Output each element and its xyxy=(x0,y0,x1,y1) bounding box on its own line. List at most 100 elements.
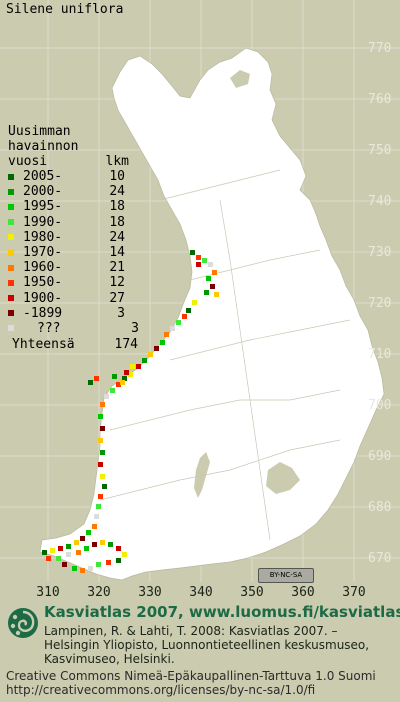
legend-total-count: 174 xyxy=(114,337,138,353)
observation-square xyxy=(204,290,209,295)
region-boundaries xyxy=(99,169,351,541)
footer-license: Creative Commons Nimeä-Epäkaupallinen-Ta… xyxy=(6,669,376,697)
observation-square xyxy=(98,438,103,443)
kasviatlas-logo-icon xyxy=(8,608,38,638)
legend-heading-line2: havainnon xyxy=(8,139,79,154)
legend-count: 10 xyxy=(109,169,125,185)
legend-rows: 2005- 10 2000- 24 1995- 18 1990- 18 1980- 24 1970-… xyxy=(8,169,139,336)
observation-square xyxy=(72,566,77,571)
legend-total: Yhteensä 174 xyxy=(8,337,139,353)
legend-period: 1995- xyxy=(23,199,63,215)
observation-square xyxy=(192,300,197,305)
x-axis-label: 320 xyxy=(87,585,110,600)
footer-reference: Lampinen, R. & Lahti, T. 2008: Kasviatla… xyxy=(44,624,370,666)
legend-count: 3 xyxy=(131,320,139,336)
legend-period: 1990- xyxy=(23,214,63,230)
license-line-2[interactable]: http://creativecommons.org/licenses/by-n… xyxy=(6,683,316,697)
legend-period: 1950- xyxy=(23,275,63,291)
observation-square xyxy=(62,562,67,567)
observation-square xyxy=(96,562,101,567)
legend-swatch xyxy=(8,234,14,241)
y-axis-label: 730 xyxy=(368,245,391,260)
species-name: Silene uniflora xyxy=(6,2,124,17)
legend-count: 14 xyxy=(109,245,125,261)
legend-row: 1960- 21 xyxy=(8,260,139,275)
observation-square xyxy=(196,255,201,260)
observation-square xyxy=(42,550,47,555)
observation-square xyxy=(214,292,219,297)
observation-square xyxy=(94,376,99,381)
y-axis-label: 690 xyxy=(368,449,391,464)
legend-total-label: Yhteensä xyxy=(12,337,75,353)
observation-square xyxy=(122,552,127,557)
legend-period: -1899 xyxy=(23,305,63,321)
cc-badge[interactable]: BY-NC-SA xyxy=(258,568,314,583)
observation-square xyxy=(66,544,71,549)
legend-swatch xyxy=(8,249,14,256)
legend-row: -1899 3 xyxy=(8,306,139,321)
legend-row: 1980- 24 xyxy=(8,230,139,245)
observation-square xyxy=(120,380,125,385)
legend-swatch xyxy=(8,325,14,332)
observation-square xyxy=(98,414,103,419)
legend-row: ??? 3 xyxy=(8,321,139,336)
lake-saimaa xyxy=(266,462,300,494)
footer-title[interactable]: Kasviatlas 2007, www.luomus.fi/kasviatla… xyxy=(44,603,400,621)
observation-square xyxy=(190,250,195,255)
legend-period: 1980- xyxy=(23,229,63,245)
y-axis-label: 710 xyxy=(368,347,391,362)
x-axis-label: 360 xyxy=(291,585,314,600)
observation-square xyxy=(136,364,141,369)
map-frame: 770 760 750 740 730 720 710 700 690 680 670 310 320… xyxy=(0,0,400,600)
legend-row: 1950- 12 xyxy=(8,275,139,290)
observation-square xyxy=(154,346,159,351)
observation-dots xyxy=(42,250,219,573)
observation-square xyxy=(186,308,191,313)
legend-swatch xyxy=(8,219,14,226)
observation-square xyxy=(122,376,127,381)
legend-swatch xyxy=(8,203,14,210)
observation-square xyxy=(116,382,121,387)
legend-count: 3 xyxy=(117,305,125,321)
x-axis-label: 350 xyxy=(240,585,263,600)
legend-count: 24 xyxy=(109,184,125,200)
legend-period: ??? xyxy=(37,320,61,336)
legend-swatch xyxy=(8,264,14,271)
observation-square xyxy=(56,556,61,561)
observation-square xyxy=(94,514,99,519)
legend-row: 2005- 10 xyxy=(8,169,139,184)
observation-square xyxy=(206,276,211,281)
observation-square xyxy=(124,370,129,375)
observation-square xyxy=(148,352,153,357)
observation-square xyxy=(80,568,85,573)
legend-period: 1960- xyxy=(23,260,63,276)
observation-square xyxy=(108,542,113,547)
legend-count: 18 xyxy=(109,199,125,215)
y-axis-label: 770 xyxy=(368,41,391,56)
observation-square xyxy=(176,320,181,325)
legend-count: 12 xyxy=(109,275,125,291)
observation-square xyxy=(102,484,107,489)
cc-badge-text: BY-NC-SA xyxy=(269,571,303,579)
observation-square xyxy=(88,380,93,385)
observation-square xyxy=(142,358,147,363)
legend-row: 1900- 27 xyxy=(8,291,139,306)
lake-paijanne xyxy=(194,452,210,498)
legend-count: 24 xyxy=(109,229,125,245)
legend-swatch xyxy=(8,279,14,286)
observation-square xyxy=(202,258,207,263)
legend-row: 1970- 14 xyxy=(8,245,139,260)
legend-col-period: vuosi xyxy=(8,154,48,169)
legend: Uusimman havainnon vuosi lkm 2005- 10 2000… xyxy=(8,124,139,353)
legend-period: 1970- xyxy=(23,245,63,261)
lake-inari xyxy=(230,70,250,88)
observation-square xyxy=(98,462,103,467)
legend-col-count: lkm xyxy=(105,154,129,169)
observation-square xyxy=(86,530,91,535)
observation-square xyxy=(104,394,109,399)
y-axis-label: 720 xyxy=(368,296,391,311)
legend-count: 27 xyxy=(109,290,125,306)
y-axis-label: 740 xyxy=(368,194,391,209)
x-axis-labels: 310 320 330 340 350 360 370 xyxy=(36,585,365,600)
legend-period: 2005- xyxy=(23,169,63,185)
